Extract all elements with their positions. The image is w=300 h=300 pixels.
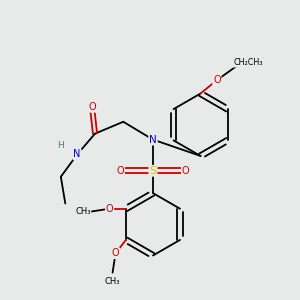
Text: O: O (116, 166, 124, 176)
Text: N: N (149, 135, 157, 145)
Text: CH₃: CH₃ (75, 207, 91, 216)
Text: O: O (182, 166, 190, 176)
Text: H: H (58, 141, 64, 150)
Text: O: O (213, 75, 221, 85)
Text: O: O (88, 102, 96, 112)
Text: CH₃: CH₃ (105, 277, 120, 286)
Text: O: O (106, 204, 113, 214)
Text: N: N (74, 149, 81, 160)
Text: CH₂CH₃: CH₂CH₃ (233, 58, 263, 67)
Text: O: O (112, 248, 119, 258)
Text: S: S (149, 166, 157, 176)
